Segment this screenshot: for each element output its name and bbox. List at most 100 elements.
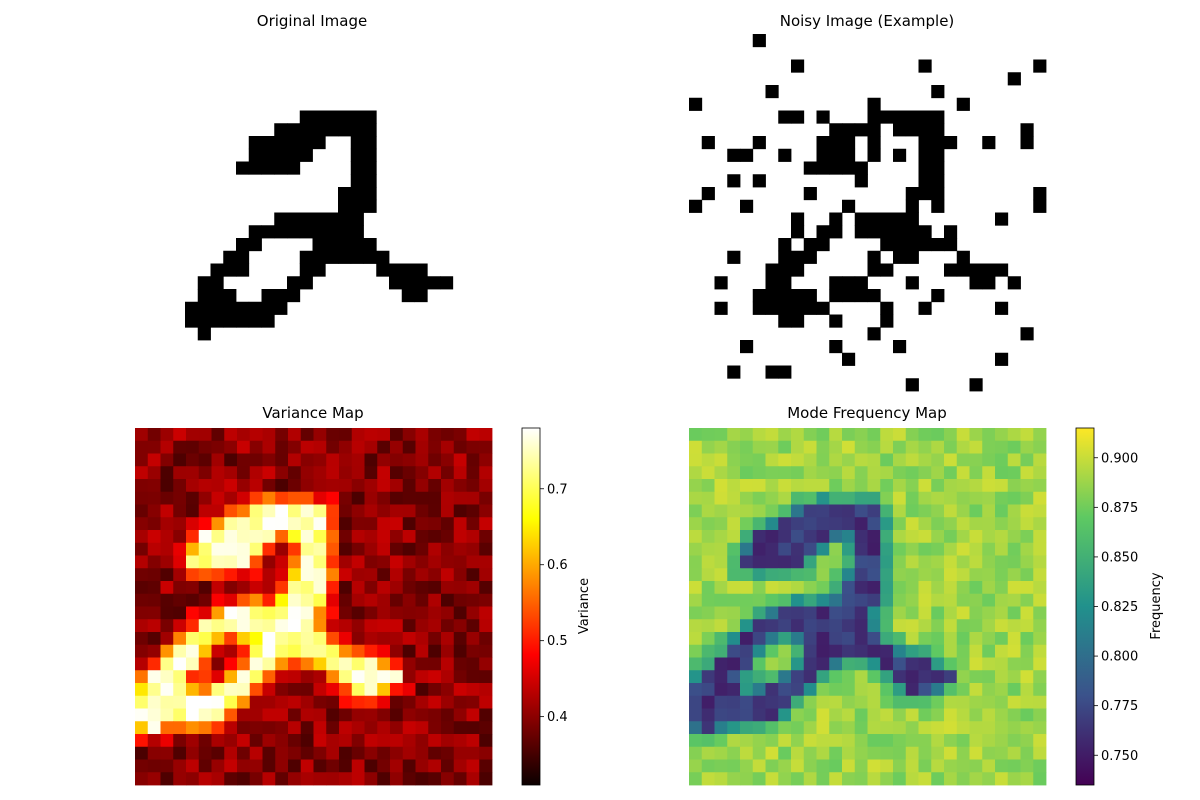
- pixel-cell: [842, 149, 855, 162]
- frequency-cell: [970, 760, 983, 773]
- variance-cell: [403, 568, 416, 581]
- frequency-cell: [817, 568, 830, 581]
- variance-cell: [263, 632, 276, 645]
- variance-cell: [416, 466, 429, 479]
- variance-cell: [275, 492, 288, 505]
- variance-cell: [428, 645, 441, 658]
- pixel-cell: [957, 264, 970, 277]
- frequency-cell: [970, 607, 983, 620]
- variance-cell: [250, 479, 263, 492]
- variance-cell: [224, 619, 237, 632]
- frequency-cell: [689, 632, 702, 645]
- frequency-cell: [995, 543, 1008, 556]
- pixel-cell: [300, 136, 313, 149]
- variance-cell: [288, 658, 301, 671]
- frequency-cell: [1033, 709, 1046, 722]
- variance-cell: [161, 466, 174, 479]
- frequency-cell: [931, 492, 944, 505]
- frequency-cell: [1008, 658, 1021, 671]
- frequency-cell: [1033, 721, 1046, 734]
- pixel-cell: [995, 264, 1008, 277]
- frequency-cell: [931, 543, 944, 556]
- variance-cell: [275, 556, 288, 569]
- pixel-cell: [287, 225, 300, 238]
- variance-cell: [416, 632, 429, 645]
- variance-cell: [288, 709, 301, 722]
- frequency-cell: [995, 645, 1008, 658]
- pixel-cell: [880, 315, 893, 328]
- frequency-cell: [906, 696, 919, 709]
- variance-cell: [250, 594, 263, 607]
- variance-cell: [479, 517, 492, 530]
- frequency-cell: [817, 607, 830, 620]
- variance-cell: [199, 568, 212, 581]
- pixel-cell: [727, 174, 740, 187]
- frequency-cell: [829, 772, 842, 785]
- frequency-cell: [906, 441, 919, 454]
- pixel-cell: [893, 225, 906, 238]
- variance-cell: [467, 709, 480, 722]
- frequency-cell: [1033, 466, 1046, 479]
- variance-cell: [212, 530, 225, 543]
- pixel-cell: [804, 187, 817, 200]
- frequency-cell: [715, 517, 728, 530]
- variance-cell: [441, 619, 454, 632]
- frequency-cell: [715, 645, 728, 658]
- frequency-cell: [995, 670, 1008, 683]
- variance-cell: [352, 568, 365, 581]
- frequency-cell: [766, 530, 779, 543]
- variance-cell: [467, 517, 480, 530]
- frequency-cell: [919, 466, 932, 479]
- variance-cell: [237, 517, 250, 530]
- frequency-cell: [804, 772, 817, 785]
- variance-cell: [314, 632, 327, 645]
- variance-cell: [212, 479, 225, 492]
- frequency-cell: [995, 454, 1008, 467]
- frequency-cell: [868, 772, 881, 785]
- frequency-cell: [944, 543, 957, 556]
- variance-cell: [390, 607, 403, 620]
- pixel-cell: [931, 162, 944, 175]
- variance-cell: [390, 658, 403, 671]
- variance-cell: [467, 530, 480, 543]
- pixel-cell: [715, 302, 728, 315]
- pixel-cell: [415, 276, 428, 289]
- variance-cell: [377, 772, 390, 785]
- frequency-cell: [970, 581, 983, 594]
- variance-cell: [454, 747, 467, 760]
- frequency-cell: [868, 517, 881, 530]
- frequency-cell: [893, 734, 906, 747]
- variance-cell: [263, 505, 276, 518]
- variance-cell: [479, 683, 492, 696]
- frequency-cell: [702, 734, 715, 747]
- frequency-cell: [778, 607, 791, 620]
- frequency-cell: [931, 632, 944, 645]
- frequency-cell: [982, 645, 995, 658]
- variance-cell: [173, 632, 186, 645]
- frequency-cell: [957, 709, 970, 722]
- frequency-cell: [689, 734, 702, 747]
- frequency-cell: [727, 619, 740, 632]
- frequency-cell: [868, 454, 881, 467]
- frequency-cell: [880, 466, 893, 479]
- frequency-cell: [868, 428, 881, 441]
- original-image-grid: [185, 34, 542, 391]
- variance-cell: [339, 479, 352, 492]
- frequency-cell: [880, 530, 893, 543]
- frequency-cell: [1021, 543, 1034, 556]
- variance-cell: [199, 466, 212, 479]
- pixel-cell: [778, 315, 791, 328]
- variance-cell: [390, 747, 403, 760]
- variance-cell: [339, 619, 352, 632]
- pixel-cell: [931, 200, 944, 213]
- pixel-cell: [702, 187, 715, 200]
- pixel-cell: [727, 251, 740, 264]
- frequency-cell: [970, 619, 983, 632]
- mode-frequency-map-grid: [689, 428, 1046, 785]
- variance-cell: [250, 505, 263, 518]
- variance-cell: [326, 568, 339, 581]
- variance-cell: [250, 747, 263, 760]
- frequency-cell: [689, 454, 702, 467]
- variance-cell: [314, 530, 327, 543]
- pixel-cell: [817, 225, 830, 238]
